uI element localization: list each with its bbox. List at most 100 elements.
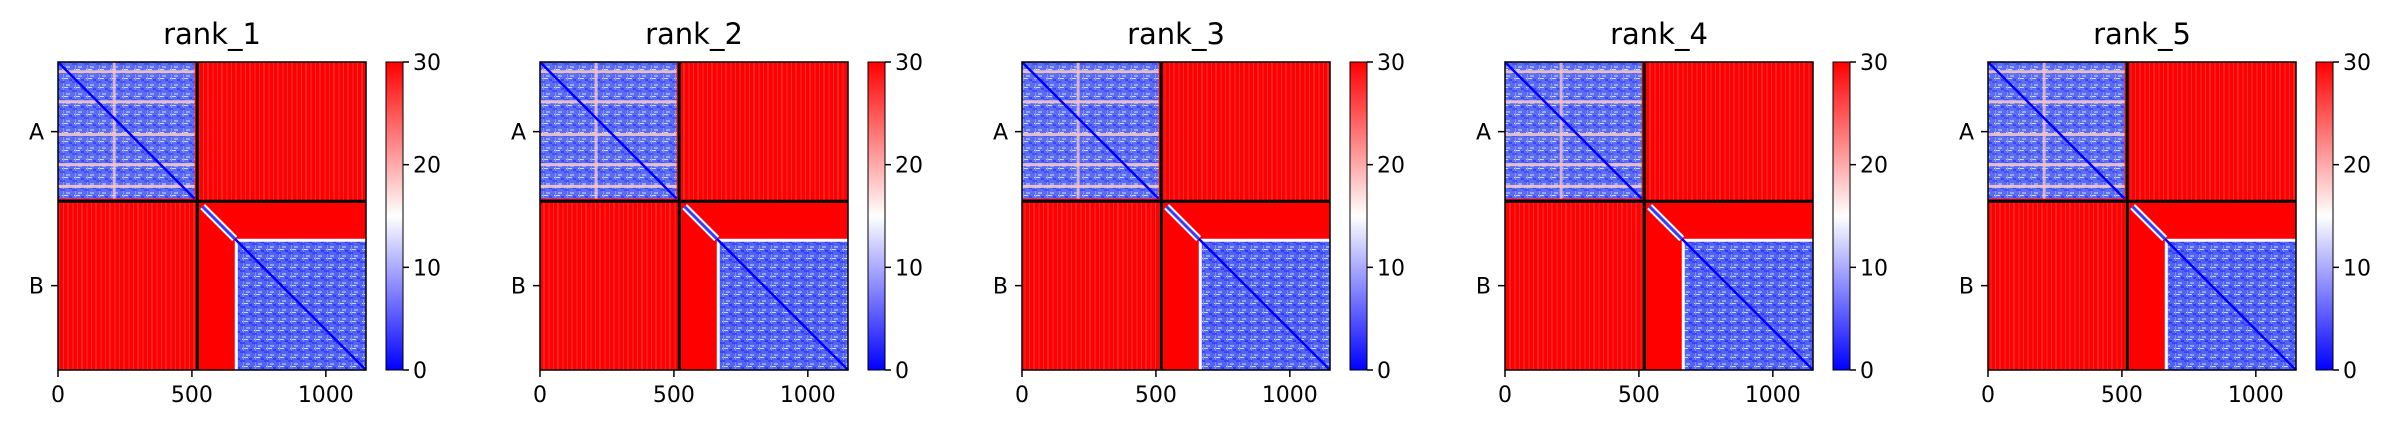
colorbar-tick-label: 0 [413, 359, 427, 384]
colorbar [1832, 61, 1851, 371]
heatmap-stripe [1988, 133, 2125, 137]
x-tick-label: 1000 [780, 383, 836, 408]
colorbar [2315, 61, 2334, 371]
heatmap-stripe [1076, 62, 1080, 199]
heatmap-stripe [58, 70, 195, 74]
colorbar-tick-label: 20 [1860, 154, 1888, 179]
heatmap-stripe [1505, 163, 1642, 167]
heatmap-diagonal-b [1197, 237, 1331, 371]
heatmap-stripe [1022, 184, 1159, 188]
heatmap-stripe [1505, 100, 1642, 104]
heatmap-stripe [594, 62, 598, 199]
colorbar [385, 61, 404, 371]
heatmap-linker-diagonal-core [1648, 205, 1683, 240]
colorbar-tick-label: 0 [2343, 359, 2357, 384]
x-tick-label: 0 [533, 383, 547, 408]
heatmap-stripe [1505, 133, 1642, 137]
heatmap-stripe [540, 133, 677, 137]
colorbar-tick-label: 20 [2343, 154, 2371, 179]
colorbar-tick-label: 0 [895, 359, 909, 384]
heatmap-linker-diagonal-core [2131, 205, 2166, 240]
x-tick-label: 500 [171, 383, 213, 408]
heatmap-block-ba [1505, 201, 1645, 370]
heatmap-stripe [540, 184, 677, 188]
axes-frame [539, 61, 849, 371]
heatmap-block-ba [58, 201, 198, 370]
heatmap-panel: rank_2 0 500 1000 A B 0 10 20 30 [511, 17, 923, 408]
heatmap-block-ab [1161, 62, 1330, 202]
heatmap-stripe [1988, 70, 2125, 74]
y-tick-label: B [29, 275, 44, 300]
colorbar-tick-label: 0 [1860, 359, 1874, 384]
heatmap-panel: rank_3 0 500 1000 A B 0 10 20 30 [993, 17, 1405, 408]
heatmap-panel: rank_4 0 500 1000 A B 0 10 20 30 [1476, 17, 1888, 408]
x-tick-label: 1000 [2228, 383, 2284, 408]
axes-frame [1021, 61, 1331, 371]
colorbar-tick-label: 30 [1377, 51, 1405, 76]
heatmap-stripe [1022, 70, 1159, 74]
x-tick-label: 0 [51, 383, 65, 408]
colorbar-tick-label: 30 [1860, 51, 1888, 76]
heatmap-linker-diagonal-core [201, 205, 236, 240]
heatmap-diagonal-a [1504, 61, 1643, 200]
heatmap-block-ab [197, 62, 366, 202]
heatmap-block-ab [679, 62, 848, 202]
y-tick-label: B [511, 275, 526, 300]
y-tick-label: B [1476, 275, 1491, 300]
heatmap-block-ba [1988, 201, 2128, 370]
colorbar-tick-label: 10 [895, 256, 923, 281]
heatmap-stripe [58, 163, 195, 167]
colorbar [867, 61, 886, 371]
heatmap-panel: rank_5 0 500 1000 A B 0 10 20 30 [1959, 17, 2371, 408]
x-tick-label: 500 [2101, 383, 2143, 408]
heatmap-stripe [1505, 184, 1642, 188]
heatmap-stripe [1988, 184, 2125, 188]
colorbar [1349, 61, 1368, 371]
panel-title: rank_2 [645, 17, 743, 51]
colorbar-tick-label: 0 [1377, 359, 1391, 384]
y-tick-label: B [993, 275, 1008, 300]
panel-title: rank_4 [1610, 17, 1708, 51]
axes-frame [1504, 61, 1814, 371]
heatmap-stripe [1022, 133, 1159, 137]
heatmap-diagonal-b [715, 237, 849, 371]
heatmap-linker-diagonal-core [1165, 205, 1200, 240]
colorbar-tick-label: 10 [1860, 256, 1888, 281]
heatmap-block-ba [540, 201, 680, 370]
colorbar-tick-label: 20 [1377, 154, 1405, 179]
heatmap-block-ab [1644, 62, 1813, 202]
heatmap-stripe [1022, 100, 1159, 104]
x-tick-label: 500 [653, 383, 695, 408]
heatmap-stripe [1988, 100, 2125, 104]
heatmap-stripe [1505, 70, 1642, 74]
x-tick-label: 0 [1981, 383, 1995, 408]
x-tick-label: 500 [1135, 383, 1177, 408]
heatmap-stripe [540, 100, 677, 104]
heatmap-panel: rank_1 0 500 1000 A B 0 10 20 30 [29, 17, 441, 408]
heatmap-stripe [58, 133, 195, 137]
x-tick-label: 0 [1015, 383, 1029, 408]
colorbar-tick-label: 20 [413, 154, 441, 179]
axes-frame [57, 61, 367, 371]
heatmap-block-ab [2127, 62, 2296, 202]
heatmap-stripe [1559, 62, 1563, 199]
heatmap-stripe [1022, 163, 1159, 167]
panel-title: rank_3 [1127, 17, 1225, 51]
y-tick-label: A [511, 121, 526, 146]
heatmap-linker-diagonal-core [683, 205, 718, 240]
x-tick-label: 0 [1498, 383, 1512, 408]
heatmap-stripe [2042, 62, 2046, 199]
heatmap-diagonal-a [1021, 61, 1160, 200]
heatmap-stripe [540, 70, 677, 74]
heatmap-block-ba [1022, 201, 1162, 370]
heatmap-stripe [1988, 163, 2125, 167]
x-tick-label: 1000 [1262, 383, 1318, 408]
heatmap-stripe [58, 100, 195, 104]
colorbar-tick-label: 20 [895, 154, 923, 179]
x-tick-label: 1000 [1745, 383, 1801, 408]
axes-frame [1987, 61, 2297, 371]
panel-title: rank_1 [163, 17, 261, 51]
colorbar-tick-label: 30 [413, 51, 441, 76]
heatmap-diagonal-a [57, 61, 196, 200]
